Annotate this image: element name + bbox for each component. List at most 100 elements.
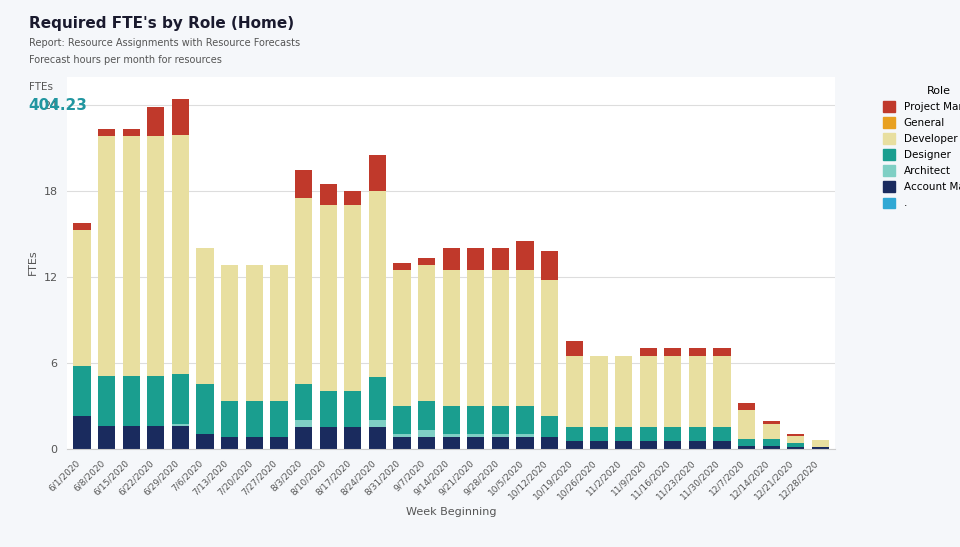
Bar [787,434,804,435]
Bar [443,434,460,437]
Bar [468,248,485,270]
Bar [344,427,361,449]
Bar [147,376,164,426]
Bar [565,441,583,449]
Bar [295,384,312,420]
Bar [787,435,804,443]
Bar [320,205,337,391]
Bar [787,447,804,449]
Bar [762,421,780,424]
Bar [73,223,90,230]
Bar [394,270,411,406]
Bar [172,426,189,449]
Bar [713,427,731,441]
Bar [418,401,435,430]
Bar [492,270,509,406]
Bar [418,265,435,401]
Bar [344,391,361,427]
Bar [688,348,706,356]
Bar [172,424,189,426]
Bar [713,348,731,356]
Bar [664,427,682,441]
Bar [394,437,411,449]
Bar [246,437,263,449]
Bar [123,426,140,449]
Bar [271,437,287,449]
Bar [590,427,608,441]
Bar [344,191,361,205]
Bar [615,441,632,449]
Bar [172,135,189,374]
Bar [639,427,657,441]
Bar [172,99,189,135]
Bar [369,155,386,191]
Bar [541,437,559,449]
Text: Report: Resource Assignments with Resource Forecasts: Report: Resource Assignments with Resour… [29,38,300,48]
Bar [73,230,90,365]
Bar [172,374,189,424]
Bar [443,437,460,449]
Bar [221,265,238,401]
Bar [812,447,829,449]
Bar [246,265,263,401]
Bar [443,270,460,406]
Bar [664,348,682,356]
Bar [123,129,140,136]
Bar [516,241,534,270]
Bar [713,356,731,427]
Text: 404.23: 404.23 [29,98,87,113]
Bar [468,270,485,406]
Bar [565,356,583,427]
Bar [418,258,435,265]
Bar [147,426,164,449]
Bar [344,205,361,391]
Bar [762,439,780,446]
Bar [271,401,287,437]
Bar [762,446,780,449]
Bar [369,191,386,377]
Bar [123,136,140,376]
Bar [541,251,559,280]
Bar [492,248,509,270]
Bar [369,377,386,420]
Bar [246,401,263,437]
Bar [738,439,756,446]
Bar [443,406,460,434]
Bar [639,441,657,449]
X-axis label: Week Beginning: Week Beginning [406,507,496,517]
Y-axis label: FTEs: FTEs [28,250,37,275]
Bar [295,170,312,198]
Bar [492,437,509,449]
Bar [443,248,460,270]
Bar [468,437,485,449]
Bar [738,446,756,449]
Bar [541,280,559,416]
Bar [73,416,90,449]
Bar [295,427,312,449]
Bar [320,427,337,449]
Bar [492,406,509,434]
Bar [197,248,214,384]
Bar [713,441,731,449]
Bar [615,427,632,441]
Bar [590,441,608,449]
Bar [147,136,164,376]
Text: Forecast hours per month for resources: Forecast hours per month for resources [29,55,222,65]
Bar [639,356,657,427]
Bar [123,376,140,426]
Bar [541,416,559,437]
Bar [221,401,238,437]
Bar [688,427,706,441]
Bar [738,410,756,439]
Text: FTEs: FTEs [29,82,53,92]
Bar [320,391,337,427]
Bar [812,440,829,447]
Bar [664,356,682,427]
Bar [197,434,214,449]
Bar [738,403,756,410]
Bar [565,427,583,441]
Legend: Project Manager, General, Developer, Designer, Architect, Account Manager, .: Project Manager, General, Developer, Des… [878,82,960,213]
Bar [468,406,485,434]
Bar [369,427,386,449]
Bar [787,443,804,447]
